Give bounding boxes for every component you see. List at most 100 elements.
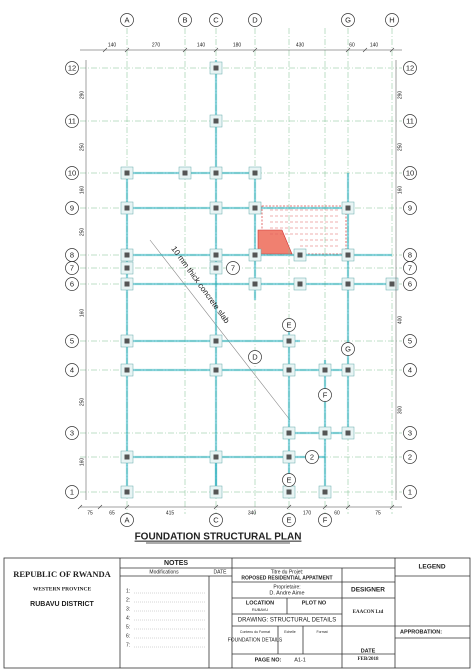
grid-bubble: [318, 513, 332, 527]
date-header: DATE: [214, 569, 228, 575]
grid-label: 6: [70, 279, 74, 288]
page-label: PAGE NO:: [255, 657, 282, 663]
dimension-label: 180: [233, 42, 242, 48]
column: [252, 170, 258, 176]
dimension-label: 140: [370, 42, 379, 48]
grid-bubble: [209, 513, 223, 527]
grid-bubble: [65, 277, 79, 291]
content: FOUNDATION DETAILS: [228, 637, 283, 643]
project: ROPOSED RESIDENTIAL APPATMENT: [241, 575, 332, 581]
grid-label: A: [124, 515, 129, 524]
grid-bubble: [403, 334, 417, 348]
note-row: 7:: [126, 642, 130, 648]
grid-label: G: [345, 344, 351, 353]
grid-bubble: [403, 426, 417, 440]
grid-bubble: [341, 13, 355, 27]
dimension-label: 160: [79, 186, 85, 195]
dimension-tick: [322, 504, 328, 510]
grid-label: F: [323, 390, 328, 399]
note-row: 1:: [126, 588, 130, 594]
format-label: Format: [316, 630, 327, 634]
location: RUBAVU: [252, 607, 268, 612]
notes-header: NOTES: [164, 560, 188, 567]
grid-bubble: [282, 513, 296, 527]
column: [213, 118, 219, 124]
grid-bubble: [282, 473, 296, 487]
dimension-tick: [345, 47, 351, 53]
dimension-label: 250: [79, 143, 85, 152]
dimension-label: 290: [79, 91, 85, 100]
column: [345, 205, 351, 211]
column: [124, 281, 130, 287]
grid-label: 9: [408, 203, 412, 212]
column: [286, 367, 292, 373]
column: [124, 205, 130, 211]
grid-label: 5: [70, 336, 74, 345]
grid-label: G: [345, 15, 351, 24]
column: [286, 430, 292, 436]
dimension-label: 65: [109, 510, 115, 516]
column: [213, 489, 219, 495]
dimension-tick: [345, 504, 351, 510]
column: [182, 170, 188, 176]
dimension-tick: [213, 504, 219, 510]
grid-label: 8: [70, 250, 74, 259]
dimension-label: 140: [197, 42, 206, 48]
column: [345, 367, 351, 373]
grid-label: D: [252, 15, 258, 24]
note-row: 4:: [126, 615, 130, 621]
dimension-label: 60: [349, 42, 355, 48]
column: [213, 65, 219, 71]
column: [252, 252, 258, 258]
dimension-label: 170: [303, 510, 312, 516]
grid-label: 1: [70, 487, 74, 496]
grid-bubble: [403, 261, 417, 275]
note-row: 2:: [126, 597, 130, 603]
grid-bubble: [341, 342, 355, 356]
column: [345, 252, 351, 258]
dimension-label: 140: [108, 42, 117, 48]
grid-label: 11: [406, 116, 414, 125]
grid-bubble: [65, 114, 79, 128]
dimension-label: 400: [397, 316, 403, 325]
dimension-label: 270: [152, 42, 161, 48]
grid-bubble: [65, 363, 79, 377]
grid-label: 3: [408, 428, 412, 437]
dimension-label: 250: [397, 143, 403, 152]
grid-bubble: [403, 363, 417, 377]
scale-label: Echelle: [284, 630, 296, 634]
dimension-tick: [252, 47, 258, 53]
column: [124, 454, 130, 460]
dimension-label: 300: [397, 406, 403, 415]
grid-label: 1: [408, 487, 412, 496]
grid-label: 3: [70, 428, 74, 437]
dimension-label: 160: [79, 458, 85, 467]
column: [345, 281, 351, 287]
column: [297, 281, 303, 287]
grid-label: 11: [68, 116, 76, 125]
date: FEB/2018: [357, 657, 379, 662]
grid-label: 2: [310, 452, 314, 461]
grid-bubble: [403, 201, 417, 215]
dimension-label: 415: [166, 510, 175, 516]
grid-bubble: [65, 61, 79, 75]
grid-label: 12: [406, 63, 414, 72]
dimension-label: 250: [79, 228, 85, 237]
column: [252, 205, 258, 211]
grid-bubble: [403, 61, 417, 75]
company: EAACON Ltd: [353, 610, 384, 615]
grid-label: 10: [68, 168, 76, 177]
grid-bubble: [403, 114, 417, 128]
dimension-label: 60: [334, 510, 340, 516]
modifications-header: Modifications: [149, 569, 179, 575]
column: [322, 489, 328, 495]
dimension-tick: [77, 504, 83, 510]
dimension-tick: [389, 504, 395, 510]
grid-bubble: [318, 388, 332, 402]
grid-bubble: [403, 450, 417, 464]
grid-label: E: [286, 320, 291, 329]
column: [124, 338, 130, 344]
dimension-tick: [182, 47, 188, 53]
grid-bubble: [65, 334, 79, 348]
grid-label: 4: [408, 365, 412, 374]
